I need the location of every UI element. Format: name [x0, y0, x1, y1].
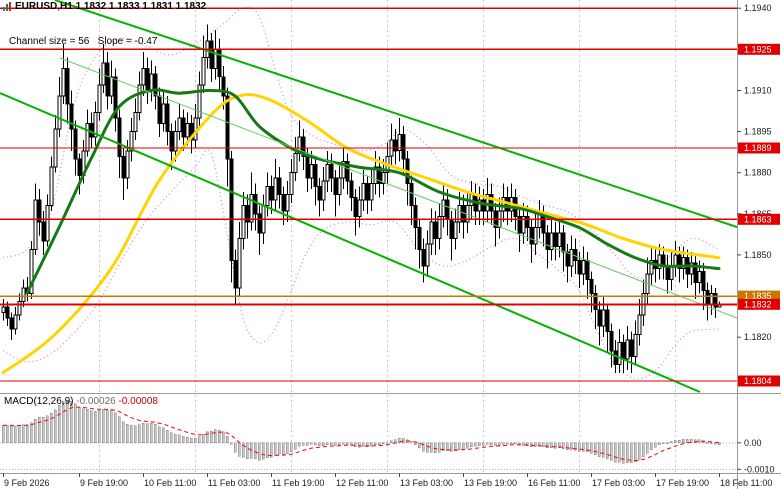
price-level-badge [738, 43, 780, 55]
price-level-badge [738, 142, 780, 154]
price-level-badge-label: 1.1835 [744, 291, 772, 301]
price-level-badge [738, 298, 780, 310]
price-level-badge-label: 1.1889 [744, 143, 772, 153]
price-tick-label: 1.1820 [744, 332, 772, 342]
day-separator-gridlines [99, 0, 676, 473]
price-axis[interactable]: 1.19401.19101.18951.18801.18651.18501.18… [737, 3, 780, 387]
time-tick-label: 11 Feb 03:00 [208, 478, 260, 488]
macd-histogram [1, 400, 721, 464]
time-tick-label: 9 Feb 2026 [4, 478, 50, 488]
price-tick-label: 1.1850 [744, 250, 772, 260]
price-tick-label: 1.1880 [744, 168, 772, 178]
time-tick-label: 10 Feb 11:00 [144, 478, 196, 488]
price-level-badge-label: 1.1804 [744, 376, 772, 386]
macd-axis[interactable]: 0.00 -0.0010 [737, 438, 775, 475]
price-level-badge [738, 375, 780, 387]
time-tick-label: 16 Feb 11:00 [528, 478, 580, 488]
macd-tick-label: -0.0010 [744, 464, 775, 474]
time-tick-label: 13 Feb 19:00 [464, 478, 517, 488]
price-level-badge-label: 1.1832 [744, 299, 772, 309]
envelope-upper-band [2, 6, 720, 279]
price-tick-label: 1.1940 [744, 3, 772, 13]
time-axis[interactable]: 9 Feb 2026 9 Feb 19:00 10 Feb 11:00 11 Feb … [3, 473, 773, 488]
time-tick-label: 12 Feb 11:00 [336, 478, 388, 488]
time-tick-label: 11 Feb 19:00 [272, 478, 324, 488]
time-tick-label: 13 Feb 03:00 [400, 478, 453, 488]
price-tick-label: 1.1910 [744, 86, 772, 96]
price-level-badge-label: 1.1925 [744, 44, 772, 54]
support-resistance-lines[interactable] [0, 7, 737, 382]
time-tick-label: 18 Feb 11:00 [720, 478, 772, 488]
price-tick-label: 1.1895 [744, 127, 772, 137]
macd-signal-line [3, 406, 720, 462]
price-level-badge-label: 1.1863 [744, 214, 772, 224]
ma-fast-green [25, 88, 721, 295]
macd-tick-label: 0.00 [744, 438, 762, 448]
macd-pane[interactable] [0, 400, 737, 470]
price-level-badge [738, 213, 780, 225]
time-tick-label: 17 Feb 19:00 [656, 478, 709, 488]
axis-background [737, 0, 781, 489]
time-tick-label: 17 Feb 03:00 [592, 478, 645, 488]
price-level-badge [738, 290, 780, 302]
time-tick-label: 9 Feb 19:00 [80, 478, 128, 488]
trend-channel-lines[interactable] [0, 0, 737, 393]
